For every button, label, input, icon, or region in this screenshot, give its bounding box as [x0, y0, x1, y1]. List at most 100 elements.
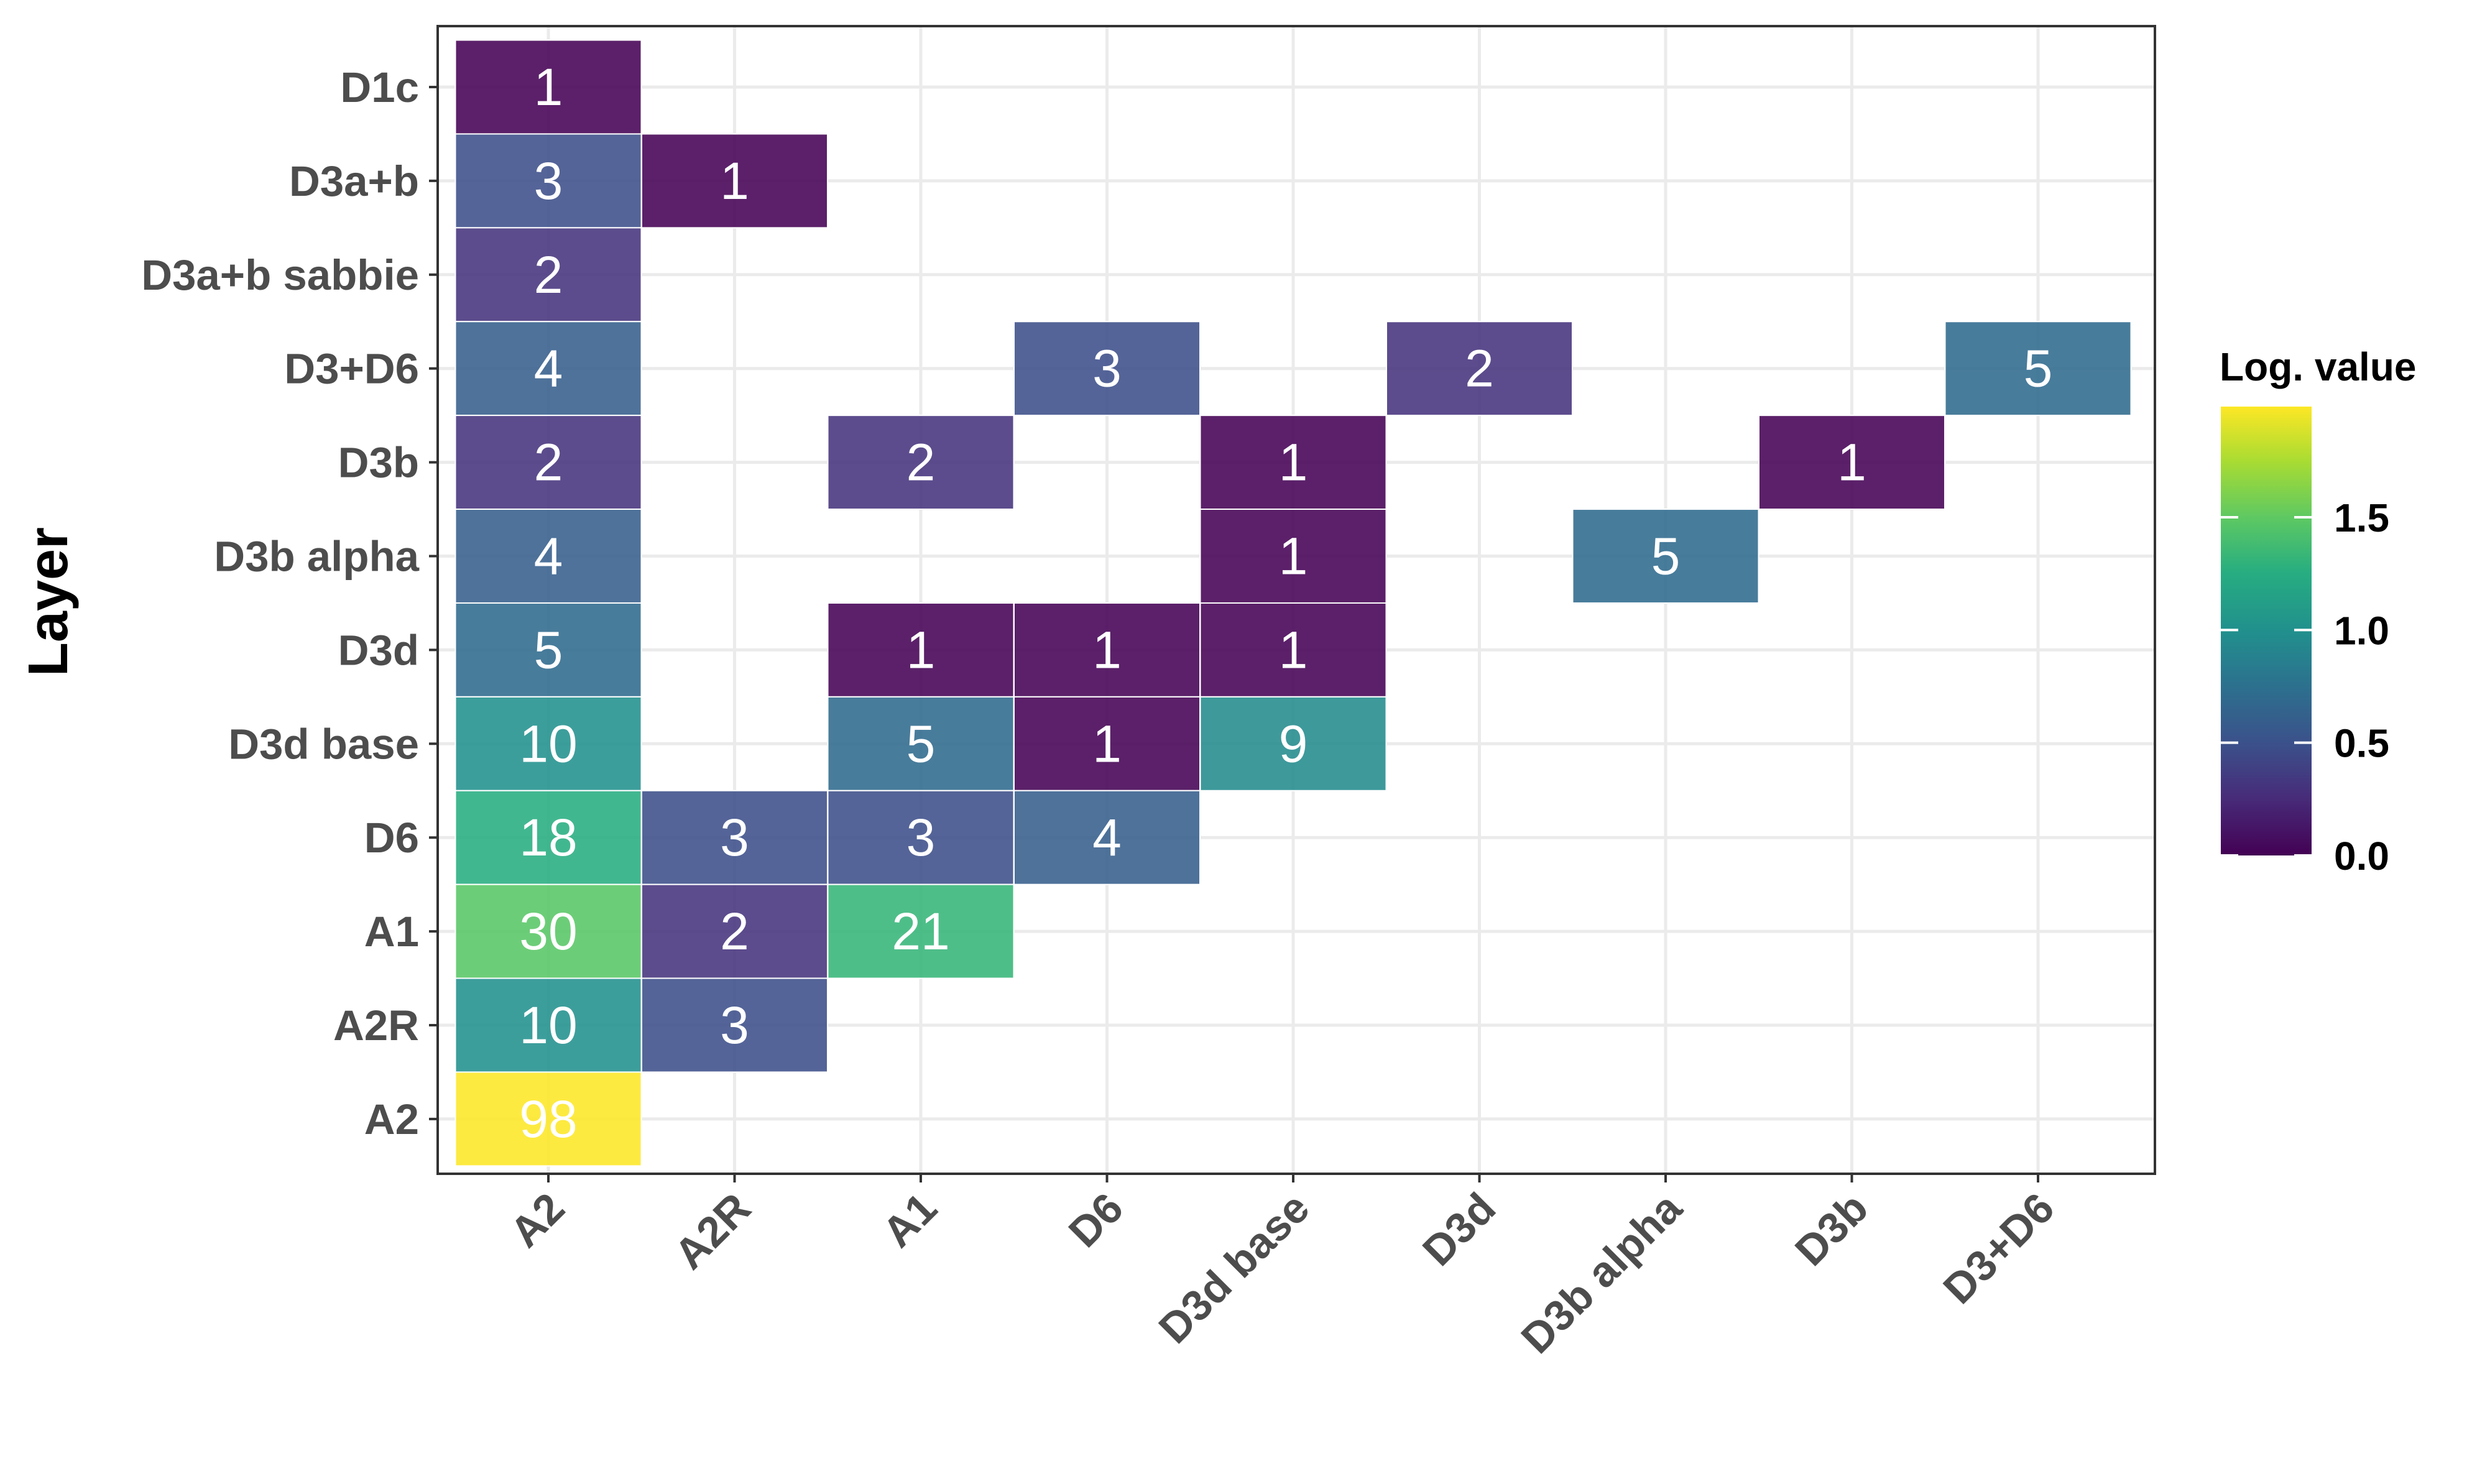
heatmap-tile: [827, 415, 1015, 510]
heatmap-tile: [1013, 696, 1201, 791]
heatmap-cell: 3: [827, 790, 1015, 885]
cell-value-label: 1: [534, 58, 563, 116]
heatmap-tile: [641, 133, 828, 229]
cell-value-label: 2: [534, 246, 563, 304]
legend-tick-label: 1.0: [2334, 608, 2389, 653]
heatmap-cell: 4: [454, 509, 642, 604]
y-tick-label: D3d: [338, 626, 419, 674]
panel-border: [436, 25, 2156, 1175]
heatmap-cell: 3: [454, 133, 642, 229]
cell-value-label: 1: [1092, 620, 1122, 679]
heatmap-cell: 1: [1013, 602, 1201, 698]
cell-value-label: 1: [1279, 527, 1308, 586]
cell-value-label: 9: [1279, 714, 1308, 773]
heatmap-tile: [827, 883, 1015, 979]
heatmap-cell: 3: [641, 790, 828, 885]
cell-value-label: 2: [534, 433, 563, 492]
y-tick-label: A1: [364, 908, 419, 956]
heatmap-cell: 4: [1013, 790, 1201, 885]
cell-value-label: 98: [519, 1090, 577, 1148]
color-legend: Log. value 0.0 0.5 1.0 1.5: [2220, 344, 2417, 878]
cell-value-label: 5: [2024, 339, 2053, 398]
y-tick-label: A2: [364, 1095, 419, 1143]
heatmap-cell: 98: [454, 1071, 642, 1167]
legend-tick-label: 1.5: [2334, 495, 2389, 540]
heatmap-cell: 1: [1199, 602, 1387, 698]
heatmap-cell: 2: [827, 415, 1015, 510]
cell-value-label: 4: [534, 527, 563, 586]
cell-value-label: 1: [1279, 620, 1308, 679]
heatmap-cell: 5: [454, 602, 642, 698]
legend-tick-label: 0.0: [2334, 834, 2389, 878]
heatmap-cell: 1: [454, 39, 642, 135]
heatmap-tile: [1199, 696, 1387, 791]
heatmap-cell: 18: [454, 790, 642, 885]
y-tick-label: D3b: [338, 439, 419, 487]
y-tick-label: D3d base: [228, 720, 419, 768]
heatmap-cell: 1: [1199, 509, 1387, 604]
y-tick-label: A2R: [333, 1002, 419, 1049]
heatmap-tile: [1386, 321, 1573, 417]
cell-value-label: 1: [1837, 433, 1866, 492]
heatmap-tile: [454, 321, 642, 417]
heatmap-tile: [641, 790, 828, 885]
heatmap-tile: [454, 1071, 642, 1167]
cell-value-label: 30: [519, 902, 577, 961]
y-tick-label: D3a+b: [289, 157, 419, 205]
cell-value-label: 3: [534, 152, 563, 210]
cell-value-label: 5: [534, 620, 563, 679]
heatmap-tile: [454, 39, 642, 135]
y-tick-label: D3a+b sabbie: [141, 251, 419, 299]
heatmap-tile: [641, 883, 828, 979]
y-axis-title: Layer: [17, 527, 80, 676]
heatmap-cell: 10: [454, 696, 642, 791]
legend-tick-label: 0.5: [2334, 721, 2389, 766]
cell-value-label: 10: [519, 996, 577, 1054]
cell-value-label: 21: [892, 902, 949, 961]
heatmap-cell: 1: [1013, 696, 1201, 791]
heatmap-tile: [1944, 321, 2132, 417]
cell-value-label: 18: [519, 808, 577, 867]
cell-value-label: 2: [906, 433, 936, 492]
y-tick-label: D3+D6: [284, 345, 419, 393]
cell-value-label: 3: [720, 808, 749, 867]
cell-value-label: 3: [720, 996, 749, 1054]
cell-value-label: 3: [906, 808, 936, 867]
heatmap-cell: 2: [1386, 321, 1573, 417]
heatmap-cell: 1: [1758, 415, 1945, 510]
heatmap-cell: 21: [827, 883, 1015, 979]
heatmap-tile: [641, 977, 828, 1073]
heatmap-cell: 1: [827, 602, 1015, 698]
heatmap-cell: 10: [454, 977, 642, 1073]
y-tick-label: D6: [364, 814, 419, 862]
heatmap-tile: [454, 227, 642, 323]
y-tick-label: D3b alpha: [214, 533, 419, 581]
cell-value-label: 1: [1092, 714, 1122, 773]
heatmap-tile: [1013, 790, 1201, 885]
heatmap-tile: [1758, 415, 1945, 510]
cell-value-label: 2: [720, 902, 749, 961]
y-tick-label: D1c: [340, 63, 419, 111]
heatmap-cell: 5: [827, 696, 1015, 791]
heatmap-tile: [827, 790, 1015, 885]
cell-value-label: 10: [519, 714, 577, 773]
heatmap-cell: 9: [1199, 696, 1387, 791]
heatmap-cell: 2: [641, 883, 828, 979]
cell-value-label: 3: [1092, 339, 1122, 398]
heatmap-tile: [1013, 602, 1201, 698]
heatmap-tile: [454, 415, 642, 510]
heatmap-cell: 1: [1199, 415, 1387, 510]
heatmap-tile: [454, 696, 642, 791]
heatmap-tile: [1572, 509, 1759, 604]
heatmap-cell: 5: [1572, 509, 1759, 604]
legend-title: Log. value: [2220, 344, 2417, 389]
heatmap-cell: 5: [1944, 321, 2132, 417]
heatmap-cell: 4: [454, 321, 642, 417]
heatmap-cell: 3: [1013, 321, 1201, 417]
heatmap-tile: [454, 602, 642, 698]
cell-value-label: 5: [906, 714, 936, 773]
cell-value-label: 1: [720, 152, 749, 210]
cell-value-label: 5: [1651, 527, 1681, 586]
